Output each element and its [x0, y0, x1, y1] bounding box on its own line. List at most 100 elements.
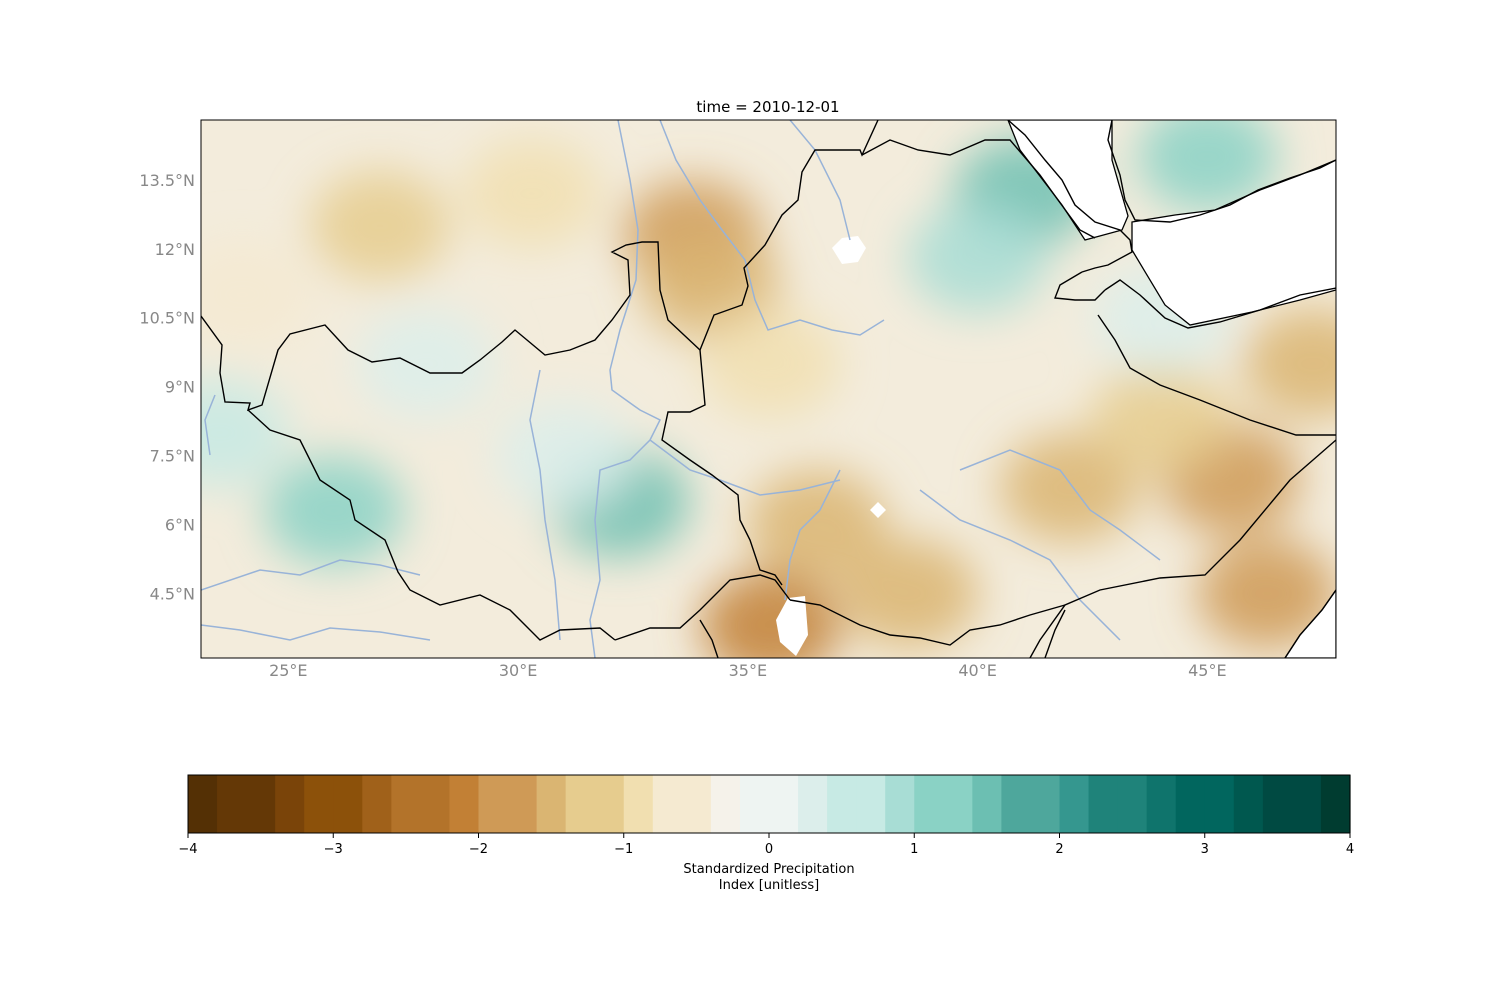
western-stream: [201, 559, 421, 591]
lat-tick-label: 4.5°N: [150, 585, 195, 604]
spi-field-layer: [201, 120, 1336, 658]
spi-field-patch: [838, 538, 979, 649]
western-tributary-river: [529, 369, 561, 641]
colorbar-segment: [1262, 775, 1293, 833]
southern-stream: [201, 624, 431, 641]
colorbar-segment: [1001, 775, 1032, 833]
map-title: time = 2010-12-01: [696, 98, 839, 116]
colorbar-segment: [246, 775, 276, 833]
juba-river: [919, 489, 1121, 641]
border-chad-car-sudan: [247, 409, 616, 641]
colorbar-segment: [1088, 775, 1119, 833]
spi-field-patch: [1091, 363, 1232, 474]
white-nile-river: [589, 120, 662, 658]
colorbar-segment: [681, 775, 712, 833]
map-area: [201, 120, 1336, 658]
colorbar-label-line-2: Index [unitless]: [719, 878, 819, 893]
lat-tick-label: 13.5°N: [139, 171, 195, 190]
colorbar-segment: [1291, 775, 1322, 833]
border-kenya-somalia: [1044, 609, 1066, 658]
colorbar-segment: [710, 775, 741, 833]
spi-field-patch: [264, 455, 405, 566]
border-south-sudan-ethiopia: [661, 349, 783, 586]
border-ethiopia-somaliland: [1097, 314, 1336, 436]
border-ethiopia-kenya: [789, 599, 1066, 646]
colorbar-segment: [1117, 775, 1148, 833]
colorbar-segment: [623, 775, 654, 833]
lat-tick-label: 7.5°N: [150, 447, 195, 466]
colorbar-segment: [1204, 775, 1235, 833]
atbara-river: [789, 120, 851, 241]
country-borders: [201, 120, 1336, 658]
missing-data-patch: [832, 236, 866, 264]
spi-field-patch: [201, 377, 290, 488]
map-frame: [200, 119, 1337, 659]
colorbar-segment: [1320, 775, 1351, 833]
lon-tick-label: 45°E: [1188, 661, 1226, 680]
colorbar-segment: [769, 775, 799, 833]
colorbar-tick-label: 4: [1346, 842, 1354, 857]
colorbar-segment: [217, 775, 247, 833]
spi-field-patch: [1137, 120, 1278, 212]
longitude-axis: 25°E 30°E 35°E 40°E 45°E: [269, 661, 1226, 680]
colorbar-segment: [652, 775, 683, 833]
spi-field-patch: [201, 239, 313, 350]
spi-field-patch: [746, 469, 887, 580]
lat-tick-label: 10.5°N: [139, 309, 195, 328]
spi-field-patch: [700, 308, 841, 419]
colorbar-segment: [362, 775, 392, 833]
colorbar-segment: [885, 775, 915, 833]
colorbar-segment: [1175, 775, 1206, 833]
spi-field-patch: [310, 170, 451, 281]
lon-tick-label: 25°E: [269, 661, 307, 680]
border-uganda-kenya: [699, 619, 719, 658]
colorbar-ticks: −4 −3 −2 −1 0 1 2 3 4: [178, 833, 1354, 857]
border-ethiopia-somalia: [1029, 439, 1336, 658]
colorbar-segment: [739, 775, 770, 833]
spi-field-patch: [907, 202, 1048, 313]
lat-tick-label: 9°N: [165, 378, 195, 397]
spi-field-patch: [356, 308, 497, 419]
colorbar-segment: [420, 775, 451, 833]
colorbar-tick-label: −4: [178, 842, 197, 857]
colorbar-segment: [507, 775, 538, 833]
lon-tick-label: 30°E: [499, 661, 537, 680]
colorbar-segment: [914, 775, 944, 833]
colorbar-tick-label: −3: [324, 842, 343, 857]
coast-red-sea: [1007, 120, 1133, 273]
colorbar-segment: [972, 775, 1002, 833]
colorbar-segment: [594, 775, 625, 833]
colorbar-segment: [943, 775, 973, 833]
spi-field-patch: [1197, 538, 1336, 649]
colorbar-segment: [827, 775, 857, 833]
coast-gulf-of-aden: [1104, 279, 1336, 329]
border-south-sudan-uganda-kenya: [614, 574, 791, 641]
border-eritrea-ethiopia: [861, 139, 1096, 239]
colorbar-segment: [856, 775, 886, 833]
colorbar: [188, 775, 1351, 833]
colorbar-segment: [275, 775, 305, 833]
lat-tick-label: 12°N: [155, 240, 195, 259]
missing-data-patches: [776, 236, 886, 656]
shebelle-river: [959, 449, 1161, 561]
colorbar-segment: [798, 775, 828, 833]
colorbar-tick-label: −2: [469, 842, 488, 857]
coast-yemen: [1107, 120, 1336, 223]
missing-data-patch: [870, 502, 886, 518]
spi-field-patch: [461, 138, 602, 249]
border-djibouti: [1054, 271, 1106, 301]
spi-field-patch: [1243, 308, 1336, 419]
lon-tick-label: 35°E: [729, 661, 767, 680]
colorbar-tick-label: 1: [910, 842, 918, 857]
lat-tick-label: 6°N: [165, 516, 195, 535]
colorbar-segment: [333, 775, 363, 833]
western-upland-stream: [204, 394, 216, 456]
colorbar-tick-label: −1: [614, 842, 633, 857]
lon-tick-label: 40°E: [958, 661, 996, 680]
omo-river: [784, 469, 841, 601]
latitude-axis: 4.5°N 6°N 7.5°N 9°N 10.5°N 12°N 13.5°N: [139, 171, 195, 604]
colorbar-tick-label: 3: [1201, 842, 1209, 857]
colorbar-segment: [1059, 775, 1090, 833]
sobat-river: [649, 439, 841, 496]
